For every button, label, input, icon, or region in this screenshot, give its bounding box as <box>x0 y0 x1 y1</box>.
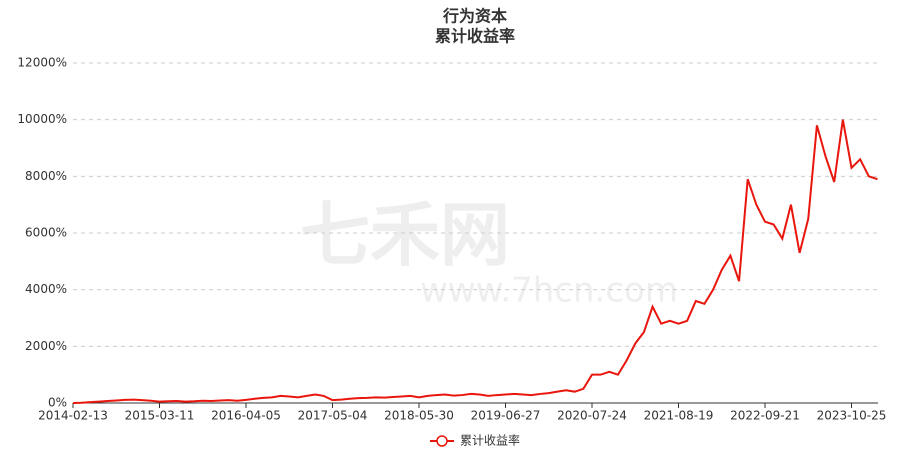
legend-marker <box>436 435 448 447</box>
x-tick-label: 2020-07-24 <box>557 409 627 423</box>
x-tick-label: 2016-04-05 <box>211 409 281 423</box>
y-tick-label: 6000% <box>25 226 67 240</box>
x-tick-label: 2018-05-30 <box>384 409 454 423</box>
x-tick-label: 2015-03-11 <box>125 409 195 423</box>
watermark: 七禾网 <box>300 194 510 276</box>
x-tick-label: 2014-02-13 <box>38 409 108 423</box>
y-tick-label: 2000% <box>25 339 67 353</box>
y-tick-label: 10000% <box>17 112 67 126</box>
chart-title: 行为资本 <box>442 7 507 26</box>
y-tick-label: 8000% <box>25 169 67 183</box>
y-tick-label: 4000% <box>25 282 67 296</box>
x-tick-label: 2017-05-04 <box>298 409 368 423</box>
y-tick-label: 12000% <box>17 56 67 70</box>
x-tick-label: 2021-08-19 <box>644 409 714 423</box>
watermark-url: www.7hcn.com <box>420 271 678 311</box>
x-tick-label: 2022-09-21 <box>730 409 800 423</box>
chart-subtitle: 累计收益率 <box>435 27 515 46</box>
data-line <box>72 119 878 404</box>
x-tick-label: 2019-06-27 <box>471 409 541 423</box>
x-tick-label: 2023-10-25 <box>817 409 887 423</box>
y-tick-label: 0% <box>48 396 67 410</box>
legend-label: 累计收益率 <box>460 433 520 448</box>
